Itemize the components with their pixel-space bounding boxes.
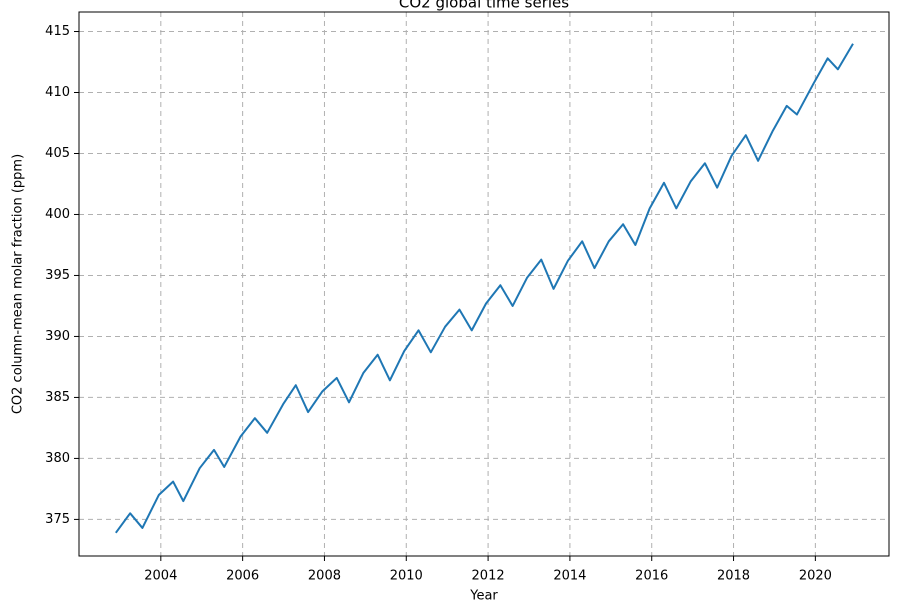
data-line: [115, 43, 854, 534]
y-tick-label: 380: [45, 451, 70, 466]
y-tick-label: 400: [45, 207, 70, 222]
y-axis-label: CO2 column-mean molar fraction (ppm): [11, 154, 26, 414]
x-tick-label: 2016: [635, 569, 668, 584]
y-tick-label: 415: [45, 24, 70, 39]
y-tick-label: 385: [45, 390, 70, 405]
y-tick-label: 375: [45, 512, 70, 527]
x-tick-label: 2012: [472, 569, 505, 584]
y-tick-label: 405: [45, 146, 70, 161]
y-tick-label: 395: [45, 268, 70, 283]
x-axis-label: Year: [469, 589, 498, 600]
plot-frame: [78, 11, 890, 557]
x-tick-label: 2008: [308, 569, 341, 584]
y-tick-label: 410: [45, 85, 70, 100]
y-tick-label: 390: [45, 329, 70, 344]
chart-title: CO2 global time series: [399, 0, 569, 12]
x-tick-label: 2004: [144, 569, 177, 584]
x-tick-label: 2020: [799, 569, 832, 584]
x-tick-label: 2018: [717, 569, 750, 584]
x-tick-label: 2010: [390, 569, 423, 584]
x-tick-label: 2006: [226, 569, 259, 584]
x-tick-label: 2014: [553, 569, 586, 584]
